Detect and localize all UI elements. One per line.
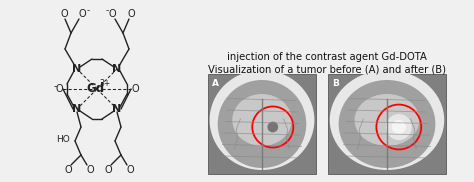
Text: O: O [108,9,116,19]
Text: O: O [60,9,68,19]
Text: O: O [104,165,112,175]
Text: O: O [64,165,72,175]
Text: -: - [53,82,57,92]
Text: O: O [127,9,135,19]
Text: injection of the contrast agent Gd-DOTA: injection of the contrast agent Gd-DOTA [227,52,427,62]
Text: Visualization of a tumor before (A) and after (B): Visualization of a tumor before (A) and … [208,64,446,74]
Text: 3+: 3+ [100,80,110,88]
Ellipse shape [330,70,444,170]
Ellipse shape [338,80,436,168]
Text: O: O [55,84,63,94]
Text: N: N [112,104,122,114]
Text: -: - [105,7,109,15]
Bar [328,74,446,174]
Text: N: N [73,104,82,114]
Ellipse shape [355,94,419,146]
Text: O: O [126,165,134,175]
Ellipse shape [232,94,292,146]
Text: Gd: Gd [86,82,104,96]
Text: O: O [131,84,139,94]
Text: B: B [332,79,339,88]
Ellipse shape [210,70,314,170]
Text: -: - [86,7,90,15]
Text: HO: HO [56,134,70,143]
Circle shape [386,114,412,140]
Circle shape [392,120,406,134]
Text: A: A [212,79,219,88]
Text: N: N [73,64,82,74]
Bar [208,74,316,174]
Text: O: O [78,9,86,19]
Ellipse shape [218,80,306,168]
Circle shape [267,122,278,132]
Text: N: N [112,64,122,74]
Text: O: O [86,165,94,175]
